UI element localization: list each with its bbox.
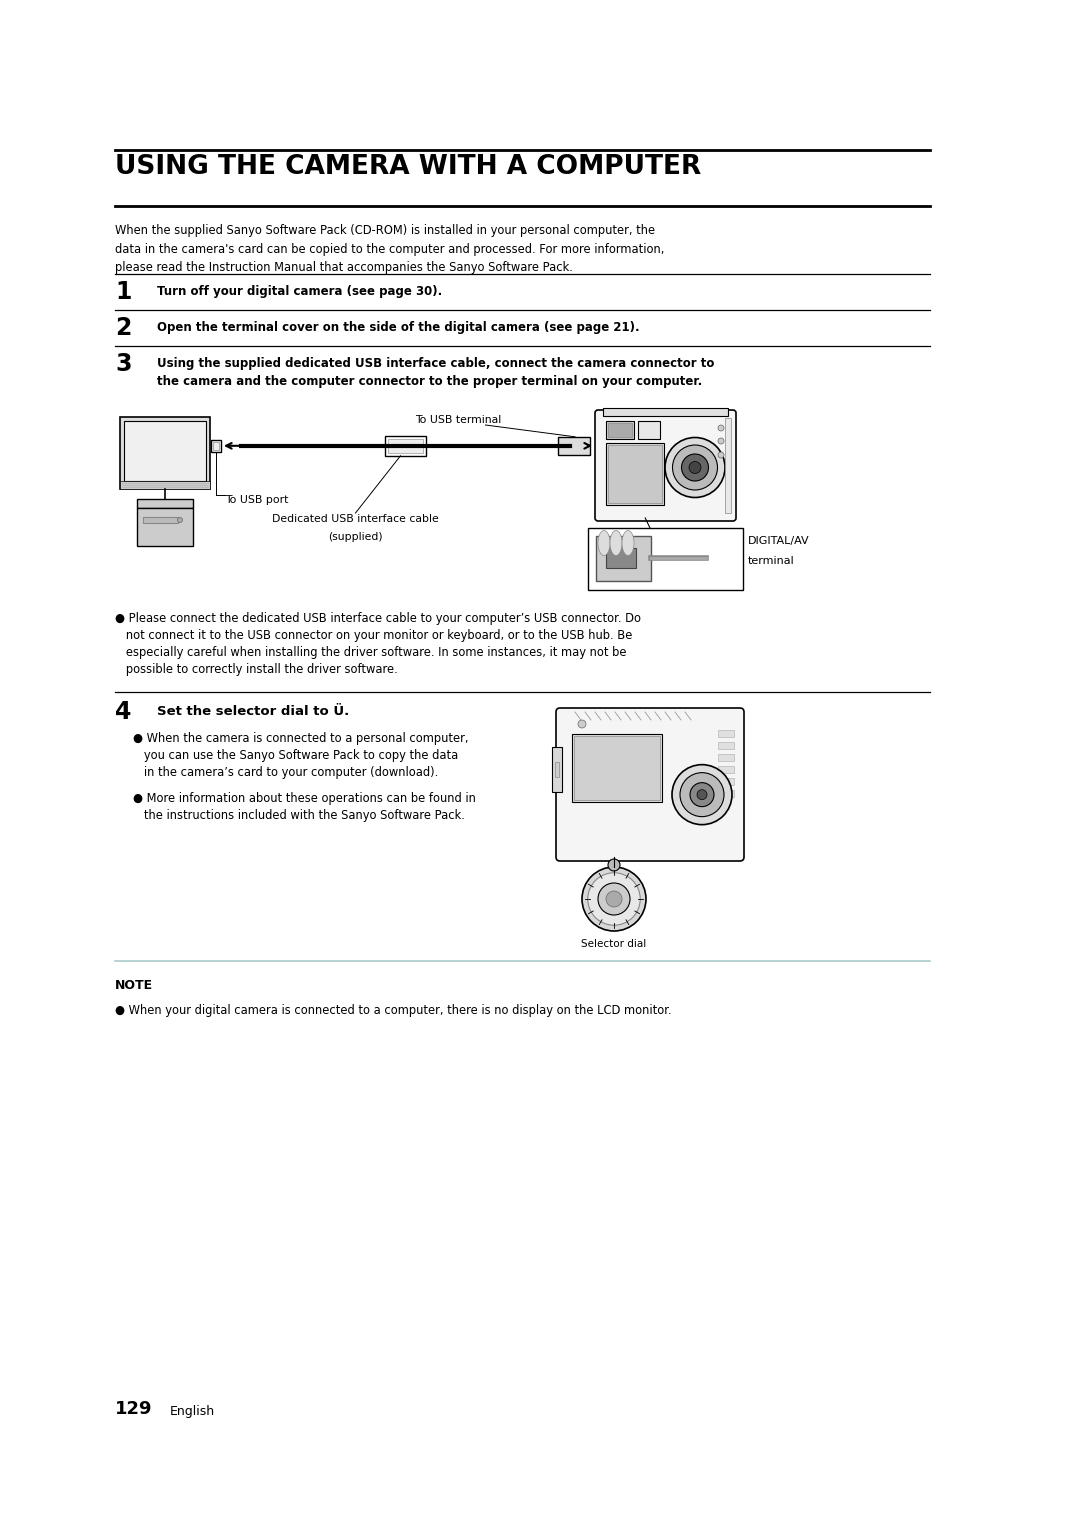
- Bar: [143, 516, 178, 523]
- Text: 1: 1: [114, 280, 132, 304]
- Bar: [573, 736, 660, 801]
- Text: English: English: [170, 1406, 215, 1418]
- Bar: [603, 408, 728, 416]
- Bar: [606, 549, 636, 568]
- Bar: [718, 778, 734, 785]
- Bar: [718, 743, 734, 749]
- Text: ● When the camera is connected to a personal computer,: ● When the camera is connected to a pers…: [133, 732, 469, 746]
- Bar: [213, 442, 219, 449]
- Ellipse shape: [622, 530, 634, 556]
- Text: Set the selector dial to Ü.: Set the selector dial to Ü.: [157, 704, 349, 718]
- Bar: [606, 422, 634, 439]
- Text: 2: 2: [114, 316, 132, 341]
- Circle shape: [718, 425, 724, 431]
- Circle shape: [665, 437, 725, 498]
- Circle shape: [718, 452, 724, 458]
- Bar: [718, 790, 734, 798]
- Circle shape: [588, 872, 640, 926]
- Ellipse shape: [610, 530, 622, 556]
- Circle shape: [680, 773, 724, 816]
- Bar: [555, 762, 559, 778]
- Circle shape: [673, 445, 717, 490]
- Bar: [596, 536, 651, 581]
- Text: 129: 129: [114, 1400, 152, 1418]
- Bar: [120, 481, 210, 489]
- Bar: [718, 730, 734, 736]
- Text: especially careful when installing the driver software. In some instances, it ma: especially careful when installing the d…: [114, 646, 626, 659]
- Bar: [572, 733, 662, 802]
- Bar: [608, 445, 662, 503]
- Text: 4: 4: [114, 700, 132, 724]
- Circle shape: [681, 454, 708, 481]
- Text: Dedicated USB interface cable: Dedicated USB interface cable: [272, 513, 438, 524]
- Text: Open the terminal cover on the side of the digital camera (see page 21).: Open the terminal cover on the side of t…: [157, 321, 639, 335]
- Bar: [386, 435, 426, 455]
- Text: 3: 3: [114, 351, 132, 376]
- Circle shape: [689, 461, 701, 474]
- Text: Using the supplied dedicated USB interface cable, connect the camera connector t: Using the supplied dedicated USB interfa…: [157, 358, 714, 388]
- Text: When the supplied Sanyo Software Pack (CD-ROM) is installed in your personal com: When the supplied Sanyo Software Pack (C…: [114, 225, 664, 274]
- Circle shape: [697, 790, 707, 799]
- Bar: [137, 507, 193, 545]
- Circle shape: [608, 859, 620, 871]
- Ellipse shape: [598, 530, 610, 556]
- Bar: [588, 529, 743, 590]
- FancyBboxPatch shape: [595, 410, 735, 521]
- Bar: [552, 747, 562, 792]
- FancyBboxPatch shape: [556, 707, 744, 860]
- Circle shape: [582, 866, 646, 931]
- Bar: [120, 417, 210, 489]
- Text: terminal: terminal: [748, 556, 795, 565]
- Text: Selector dial: Selector dial: [581, 940, 647, 949]
- Text: not connect it to the USB connector on your monitor or keyboard, or to the USB h: not connect it to the USB connector on y…: [114, 630, 633, 642]
- Bar: [558, 437, 590, 455]
- Text: DIGITAL/AV: DIGITAL/AV: [748, 536, 810, 545]
- Text: ● More information about these operations can be found in: ● More information about these operation…: [133, 792, 476, 805]
- Text: possible to correctly install the driver software.: possible to correctly install the driver…: [114, 663, 397, 675]
- Bar: [725, 419, 731, 513]
- Bar: [606, 443, 664, 504]
- Bar: [211, 440, 221, 452]
- Bar: [608, 423, 632, 437]
- Circle shape: [177, 518, 183, 523]
- Text: USING THE CAMERA WITH A COMPUTER: USING THE CAMERA WITH A COMPUTER: [114, 154, 701, 180]
- Text: (supplied): (supplied): [328, 532, 382, 542]
- Circle shape: [606, 891, 622, 908]
- Text: To USB terminal: To USB terminal: [416, 416, 502, 425]
- Bar: [124, 422, 206, 481]
- Circle shape: [690, 782, 714, 807]
- Text: Turn off your digital camera (see page 30).: Turn off your digital camera (see page 3…: [157, 286, 442, 298]
- Circle shape: [598, 883, 630, 915]
- Bar: [718, 766, 734, 773]
- Text: NOTE: NOTE: [114, 979, 153, 992]
- Circle shape: [672, 764, 732, 825]
- Text: To USB port: To USB port: [225, 495, 288, 504]
- Circle shape: [718, 439, 724, 445]
- Bar: [638, 422, 660, 439]
- Bar: [389, 439, 422, 452]
- Text: ● When your digital camera is connected to a computer, there is no display on th: ● When your digital camera is connected …: [114, 1004, 672, 1018]
- Bar: [137, 500, 193, 507]
- Bar: [718, 753, 734, 761]
- Text: in the camera’s card to your computer (download).: in the camera’s card to your computer (d…: [133, 766, 438, 779]
- Text: you can use the Sanyo Software Pack to copy the data: you can use the Sanyo Software Pack to c…: [133, 749, 458, 762]
- Text: ● Please connect the dedicated USB interface cable to your computer’s USB connec: ● Please connect the dedicated USB inter…: [114, 613, 642, 625]
- Circle shape: [578, 720, 586, 727]
- Text: the instructions included with the Sanyo Software Pack.: the instructions included with the Sanyo…: [133, 808, 464, 822]
